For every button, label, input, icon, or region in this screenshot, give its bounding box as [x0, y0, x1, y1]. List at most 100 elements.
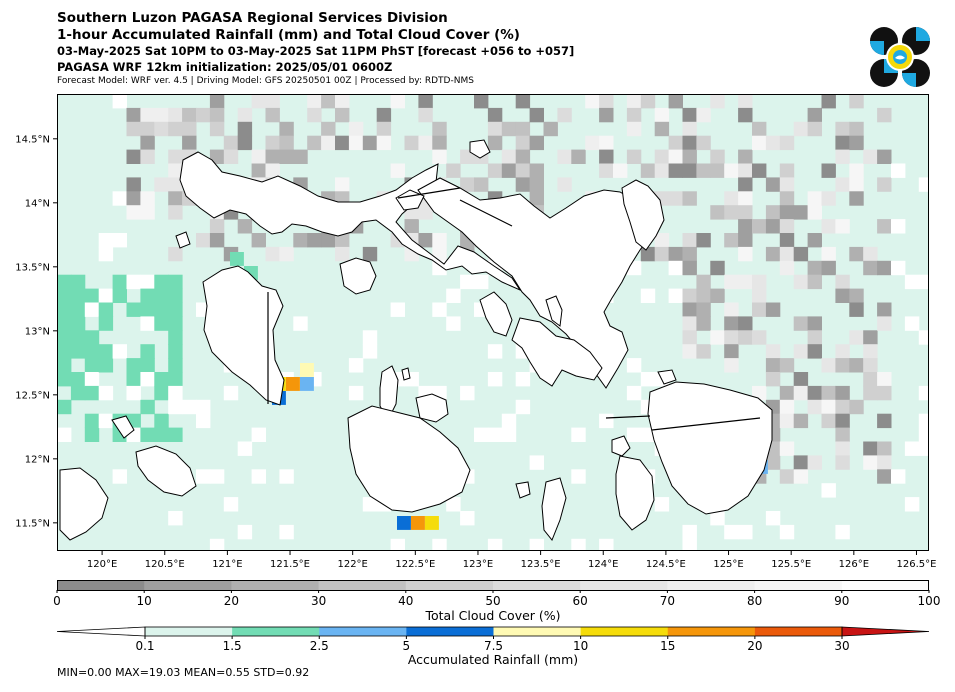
rain-bar-tick-label: 10: [573, 639, 588, 653]
grid-cell: [70, 372, 86, 387]
grid-cell: [515, 149, 531, 164]
grid-cell: [418, 107, 433, 123]
lon-tick-label: 124°E: [588, 559, 618, 570]
grid-cell: [807, 399, 822, 415]
grid-cell: [140, 205, 155, 220]
grid-cell: [571, 149, 586, 164]
grid-cell: [57, 358, 72, 373]
grid-cell: [835, 149, 850, 164]
grid-cell: [863, 246, 878, 262]
rain-cell: [286, 377, 300, 391]
lon-tick-label: 122°E: [337, 559, 367, 570]
cloud-bar-segment: [841, 580, 930, 590]
grid-cell: [168, 163, 183, 178]
grid-cell: [335, 94, 350, 109]
lon-tick-label: 120°E: [87, 559, 117, 570]
grid-cell: [307, 233, 322, 248]
map-title: Southern Luzon PAGASA Regional Services …: [57, 10, 448, 26]
cloud-bar-tick-label: 20: [224, 594, 239, 608]
grid-cell: [682, 344, 697, 359]
grid-cell: [140, 372, 155, 387]
rainfall-statistics: MIN=0.00 MAX=19.03 MEAN=0.55 STD=0.92: [57, 666, 310, 679]
grid-cell: [140, 302, 155, 317]
grid-cell: [710, 94, 725, 109]
grid-cell: [807, 316, 822, 331]
grid-cell: [209, 121, 225, 137]
grid-cell: [710, 163, 725, 178]
grid-cell: [696, 163, 711, 178]
grid-cell: [779, 191, 795, 206]
grid-cell: [126, 177, 141, 192]
grid-cell: [849, 288, 864, 303]
grid-cell: [738, 94, 753, 109]
grid-cell: [696, 135, 711, 151]
grid-cell: [446, 316, 461, 331]
cloud-bar-segment: [493, 580, 581, 590]
grid-cell: [779, 163, 795, 178]
panay-island: [347, 405, 471, 513]
rain-bar-high-extend: [841, 626, 930, 637]
grid-cell: [196, 469, 211, 484]
grid-cell: [765, 205, 781, 220]
grid-cell: [57, 316, 72, 331]
rain-bar-segment: [754, 627, 843, 636]
grid-cell: [738, 219, 753, 234]
grid-cell: [863, 358, 878, 373]
grid-cell: [724, 344, 739, 359]
lon-tick-label: 123.5°E: [521, 559, 561, 570]
grid-cell: [112, 274, 127, 290]
grid-cell: [168, 107, 183, 123]
grid-cell: [891, 163, 906, 178]
grid-cell: [418, 135, 433, 151]
rain-cell: [411, 516, 425, 530]
grid-cell: [196, 399, 211, 415]
grid-cell: [70, 288, 86, 303]
grid-cell: [348, 121, 364, 137]
grid-cell: [168, 385, 183, 401]
lon-tick-label: 122.5°E: [395, 559, 435, 570]
grid-cell: [599, 413, 614, 429]
grid-cell: [849, 177, 864, 192]
bantayan-island: [515, 481, 531, 499]
lat-tick-label: 14.5°N: [15, 134, 50, 145]
grid-cell: [474, 94, 489, 109]
grid-cell: [168, 302, 183, 317]
grid-cell: [432, 233, 447, 248]
grid-cell: [640, 246, 656, 262]
grid-cell: [835, 455, 850, 470]
cloud-bar-tick-label: 80: [747, 594, 762, 608]
grid-cell: [529, 177, 544, 192]
grid-cell: [487, 163, 503, 178]
grid-cell: [98, 316, 114, 331]
grid-cell: [724, 330, 739, 345]
grid-cell: [682, 149, 697, 164]
grid-cell: [182, 121, 197, 137]
bicol-peninsula: [417, 177, 661, 389]
grid-cell: [460, 177, 475, 192]
grid-cell: [835, 288, 850, 303]
rain-bar-tick-label: 15: [660, 639, 675, 653]
grid-cell: [112, 233, 127, 248]
grid-cell: [793, 246, 809, 262]
grid-cell: [807, 107, 822, 123]
grid-cell: [57, 330, 72, 345]
rain-bar-tick-label: 0.1: [135, 639, 154, 653]
grid-cell: [807, 344, 822, 359]
grid-cell: [807, 191, 822, 206]
grid-cell: [724, 316, 739, 331]
burias-island: [479, 291, 513, 337]
lat-tick-label: 13°N: [25, 326, 50, 337]
grid-cell: [835, 399, 850, 415]
grid-cell: [765, 219, 781, 234]
grid-cell: [835, 135, 850, 151]
grid-cell: [849, 94, 864, 109]
grid-cell: [724, 191, 739, 206]
grid-cell: [654, 497, 670, 512]
rain-bar-segment: [145, 627, 233, 636]
grid-cell: [654, 246, 670, 262]
grid-cell: [140, 191, 155, 206]
grid-cell: [682, 135, 697, 151]
grid-cell: [863, 149, 878, 164]
grid-cell: [863, 344, 878, 359]
grid-cell: [209, 469, 225, 484]
